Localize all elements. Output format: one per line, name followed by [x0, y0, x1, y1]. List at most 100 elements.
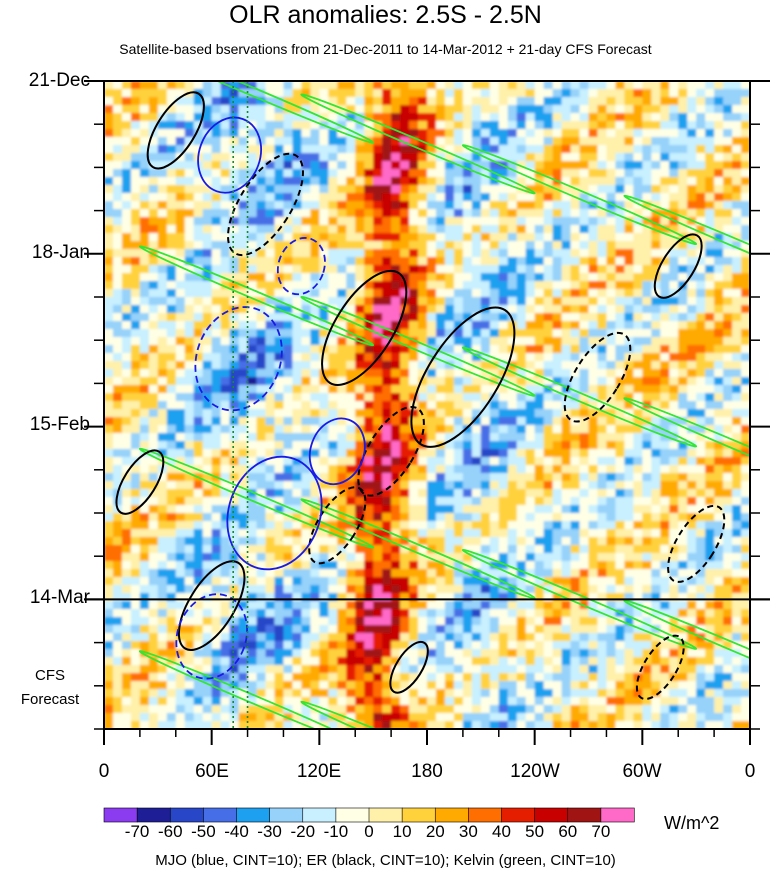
- olr-cell: [516, 289, 527, 298]
- olr-cell: [507, 209, 518, 218]
- olr-cell: [489, 321, 500, 330]
- olr-cell: [130, 489, 141, 498]
- olr-cell: [184, 273, 195, 282]
- olr-cell: [193, 489, 204, 498]
- olr-cell: [148, 153, 159, 162]
- olr-cell: [471, 385, 482, 394]
- olr-cell: [696, 289, 706, 298]
- olr-cell: [382, 409, 392, 418]
- olr-cell: [184, 425, 195, 434]
- olr-cell: [534, 505, 545, 514]
- olr-cell: [355, 625, 365, 634]
- olr-cell: [337, 257, 347, 266]
- olr-cell: [274, 321, 285, 330]
- olr-cell: [471, 209, 482, 218]
- olr-cell: [409, 449, 419, 458]
- olr-cell: [669, 137, 679, 146]
- olr-cell: [211, 633, 222, 642]
- olr-cell: [337, 513, 347, 522]
- olr-cell: [139, 465, 150, 474]
- olr-cell: [651, 249, 661, 258]
- olr-cell: [148, 441, 159, 450]
- olr-cell: [328, 481, 338, 490]
- olr-cell: [471, 89, 482, 98]
- olr-cell: [489, 265, 500, 274]
- olr-cell: [265, 401, 276, 410]
- olr-cell: [444, 505, 455, 514]
- olr-cell: [355, 225, 365, 234]
- olr-cell: [283, 545, 294, 554]
- olr-cell: [588, 497, 599, 506]
- olr-cell: [435, 553, 446, 562]
- olr-cell: [310, 569, 320, 578]
- olr-cell: [364, 169, 374, 178]
- olr-cell: [696, 105, 706, 114]
- olr-cell: [435, 545, 446, 554]
- olr-cell: [202, 409, 213, 418]
- olr-cell: [525, 321, 536, 330]
- olr-cell: [534, 593, 545, 602]
- olr-cell: [660, 449, 670, 458]
- olr-cell: [453, 417, 464, 426]
- olr-cell: [238, 313, 249, 322]
- olr-cell: [579, 457, 590, 466]
- olr-cell: [723, 177, 733, 186]
- olr-cell: [435, 225, 446, 234]
- olr-cell: [606, 377, 617, 386]
- olr-cell: [112, 465, 123, 474]
- olr-cell: [283, 585, 294, 594]
- olr-cell: [606, 201, 617, 210]
- olr-cell: [741, 105, 750, 114]
- olr-cell: [570, 497, 581, 506]
- olr-cell: [391, 225, 401, 234]
- olr-cell: [741, 353, 750, 362]
- olr-cell: [732, 121, 742, 130]
- olr-cell: [669, 281, 679, 290]
- olr-cell: [507, 569, 518, 578]
- olr-cell: [202, 577, 213, 586]
- olr-cell: [301, 625, 311, 634]
- olr-cell: [292, 105, 302, 114]
- olr-cell: [112, 289, 123, 298]
- olr-cell: [130, 89, 141, 98]
- olr-cell: [543, 369, 554, 378]
- olr-cell: [579, 577, 590, 586]
- olr-cell: [678, 457, 688, 466]
- olr-cell: [121, 425, 132, 434]
- olr-cell: [570, 473, 581, 482]
- olr-cell: [229, 561, 240, 570]
- olr-cell: [570, 369, 581, 378]
- olr-cell: [400, 537, 410, 546]
- olr-cell: [202, 633, 213, 642]
- olr-cell: [184, 465, 195, 474]
- olr-cell: [184, 473, 195, 482]
- olr-cell: [606, 161, 617, 170]
- olr-cell: [256, 473, 267, 482]
- olr-cell: [400, 353, 410, 362]
- olr-cell: [166, 265, 177, 274]
- olr-cell: [418, 497, 428, 506]
- olr-cell: [292, 369, 302, 378]
- olr-cell: [247, 289, 258, 298]
- olr-cell: [247, 177, 258, 186]
- olr-cell: [418, 241, 428, 250]
- olr-cell: [274, 489, 285, 498]
- olr-cell: [193, 409, 204, 418]
- olr-cell: [283, 337, 294, 346]
- olr-cell: [651, 361, 661, 370]
- olr-cell: [534, 225, 545, 234]
- olr-cell: [462, 289, 473, 298]
- olr-cell: [660, 249, 670, 258]
- olr-cell: [606, 601, 617, 610]
- olr-cell: [130, 209, 141, 218]
- olr-cell: [319, 441, 329, 450]
- olr-cell: [453, 305, 464, 314]
- olr-cell: [148, 513, 159, 522]
- olr-cell: [462, 113, 473, 122]
- olr-cell: [283, 601, 294, 610]
- olr-cell: [453, 457, 464, 466]
- olr-cell: [543, 105, 554, 114]
- olr-cell: [507, 121, 518, 130]
- olr-cell: [633, 345, 643, 354]
- olr-cell: [732, 609, 742, 618]
